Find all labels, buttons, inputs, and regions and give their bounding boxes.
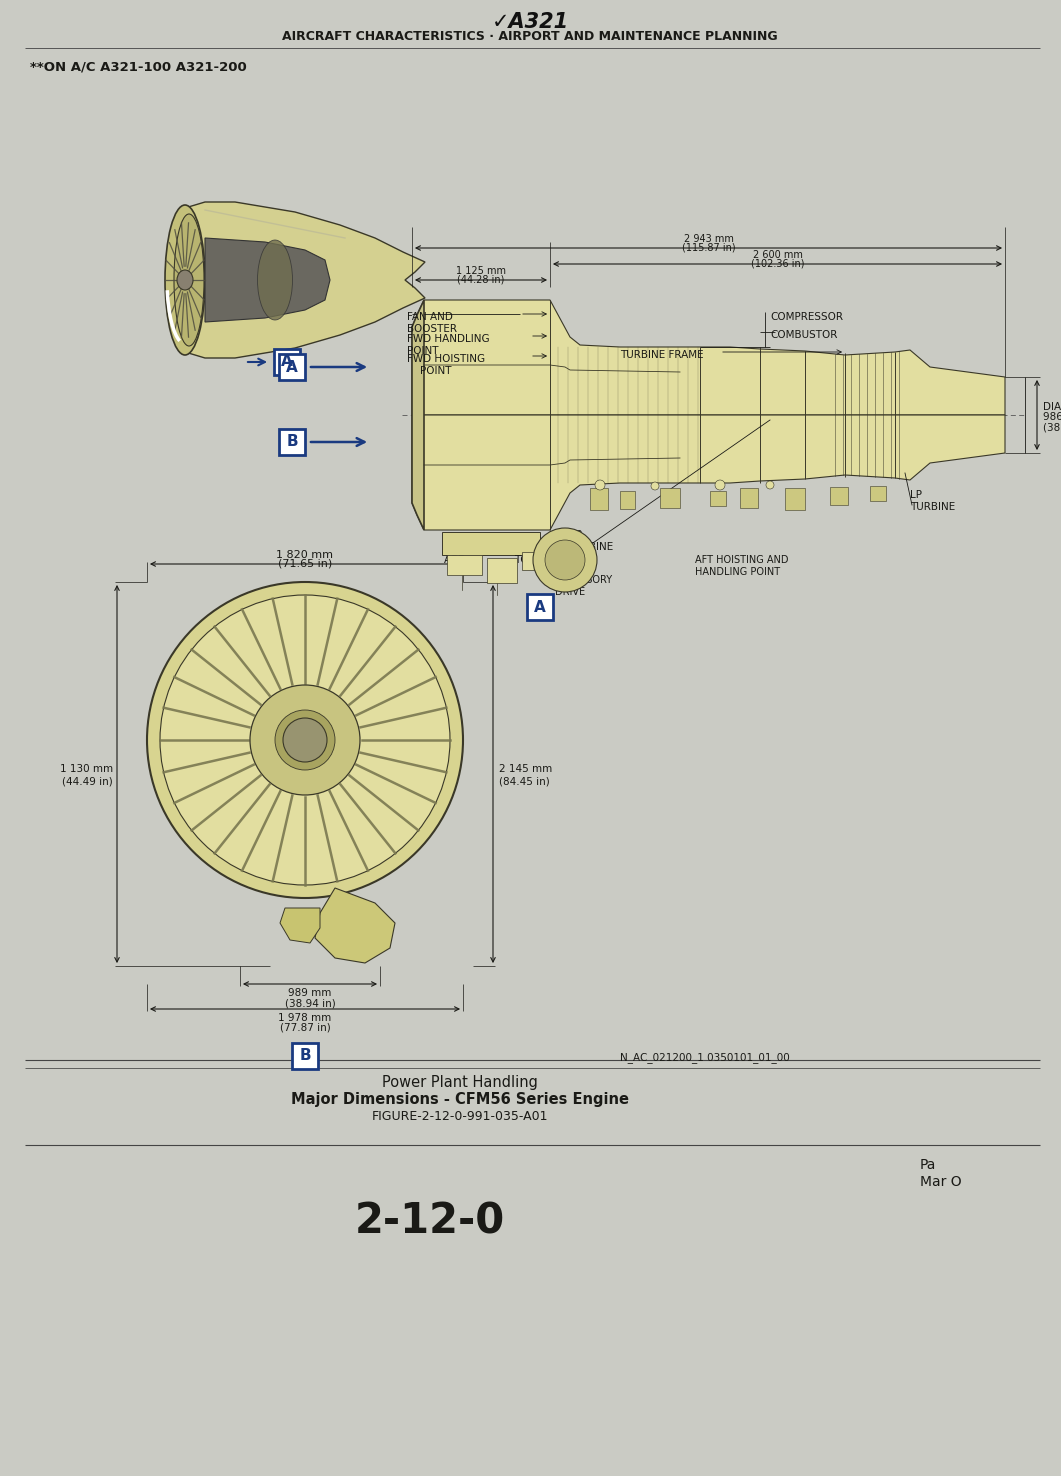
Circle shape — [545, 540, 585, 580]
Text: A: A — [286, 360, 298, 375]
Text: FIGURE-2-12-0-991-035-A01: FIGURE-2-12-0-991-035-A01 — [371, 1110, 549, 1123]
Text: AGB: AGB — [443, 555, 466, 565]
Polygon shape — [785, 489, 805, 511]
Text: A: A — [281, 354, 293, 369]
Text: DIA: DIA — [1043, 401, 1061, 412]
Text: LP
TURBINE: LP TURBINE — [910, 490, 955, 512]
FancyBboxPatch shape — [279, 430, 305, 455]
FancyBboxPatch shape — [292, 1044, 318, 1069]
Text: Pa: Pa — [920, 1159, 937, 1172]
Text: FWD HOISTING
    POINT: FWD HOISTING POINT — [407, 354, 485, 376]
Text: 2 600 mm: 2 600 mm — [752, 249, 802, 260]
Polygon shape — [710, 492, 726, 506]
Text: 1 130 mm: 1 130 mm — [59, 765, 114, 773]
Text: B: B — [286, 434, 298, 450]
Text: 2-12-0: 2-12-0 — [354, 1200, 505, 1241]
Text: (44.28 in): (44.28 in) — [457, 275, 505, 285]
Circle shape — [715, 480, 725, 490]
Circle shape — [147, 582, 463, 897]
Text: Major Dimensions - CFM56 Series Engine: Major Dimensions - CFM56 Series Engine — [291, 1092, 629, 1107]
Text: (38.94 in): (38.94 in) — [284, 998, 335, 1008]
Polygon shape — [280, 908, 320, 943]
Text: (115.87 in): (115.87 in) — [681, 244, 735, 252]
Text: (77.87 in): (77.87 in) — [280, 1023, 330, 1033]
Polygon shape — [590, 489, 608, 511]
Text: (84.45 in): (84.45 in) — [499, 776, 550, 787]
Polygon shape — [412, 415, 1005, 530]
Text: A: A — [534, 599, 545, 614]
Text: ✓A321: ✓A321 — [491, 12, 569, 32]
Polygon shape — [620, 492, 634, 509]
Text: FAN AND
BOOSTER: FAN AND BOOSTER — [407, 311, 457, 335]
Text: AIRCRAFT CHARACTERISTICS · AIRPORT AND MAINTENANCE PLANNING: AIRCRAFT CHARACTERISTICS · AIRPORT AND M… — [282, 30, 778, 43]
Circle shape — [766, 481, 775, 489]
FancyBboxPatch shape — [527, 593, 553, 620]
Polygon shape — [870, 486, 886, 500]
Text: COMPRESSOR: COMPRESSOR — [770, 311, 843, 322]
Text: (38.82 in): (38.82 in) — [1043, 422, 1061, 432]
Polygon shape — [315, 889, 395, 962]
Text: 2 145 mm: 2 145 mm — [499, 765, 552, 773]
Circle shape — [595, 480, 605, 490]
FancyBboxPatch shape — [279, 354, 305, 379]
Polygon shape — [412, 300, 1005, 415]
Text: Power Plant Handling: Power Plant Handling — [382, 1075, 538, 1089]
Circle shape — [275, 710, 335, 770]
Text: (102.36 in): (102.36 in) — [751, 258, 804, 269]
Text: (71.65 in): (71.65 in) — [278, 559, 332, 570]
Ellipse shape — [258, 241, 293, 320]
Polygon shape — [660, 489, 680, 508]
Polygon shape — [205, 238, 330, 322]
Polygon shape — [412, 300, 424, 530]
Text: Mar O: Mar O — [920, 1175, 961, 1190]
Polygon shape — [447, 555, 482, 576]
Text: TURBINE FRAME: TURBINE FRAME — [620, 350, 703, 360]
Ellipse shape — [177, 270, 193, 289]
Text: AFT HOISTING AND
HANDLING POINT: AFT HOISTING AND HANDLING POINT — [695, 555, 788, 577]
Text: (44.49 in): (44.49 in) — [63, 776, 114, 787]
Text: **ON A/C A321-100 A321-200: **ON A/C A321-100 A321-200 — [30, 61, 247, 72]
Circle shape — [651, 483, 659, 490]
Text: 1 820 mm: 1 820 mm — [277, 551, 333, 559]
Circle shape — [283, 717, 327, 762]
Polygon shape — [522, 552, 560, 570]
Text: COMBUSTOR: COMBUSTOR — [770, 331, 837, 339]
Text: ACCESSORY
DRIVE: ACCESSORY DRIVE — [555, 576, 613, 598]
FancyBboxPatch shape — [274, 348, 300, 375]
Polygon shape — [185, 202, 425, 359]
Circle shape — [160, 595, 450, 886]
Polygon shape — [830, 487, 848, 505]
Text: B: B — [299, 1048, 311, 1064]
Text: 1 125 mm: 1 125 mm — [456, 266, 506, 276]
Text: 989 mm: 989 mm — [289, 987, 332, 998]
Circle shape — [533, 528, 597, 592]
Text: 986 mm: 986 mm — [1043, 412, 1061, 422]
Polygon shape — [740, 489, 758, 508]
Text: TGB: TGB — [515, 555, 536, 565]
Text: 1 978 mm: 1 978 mm — [278, 1013, 332, 1023]
Circle shape — [250, 685, 360, 796]
Text: 2 943 mm: 2 943 mm — [683, 235, 733, 244]
Polygon shape — [442, 531, 540, 555]
Ellipse shape — [166, 205, 205, 356]
Text: FWD HANDLING
POINT: FWD HANDLING POINT — [407, 334, 489, 356]
Polygon shape — [487, 558, 517, 583]
Ellipse shape — [174, 214, 204, 345]
Text: HP
TURBINE: HP TURBINE — [568, 530, 613, 552]
Text: N_AC_021200_1 0350101_01_00: N_AC_021200_1 0350101_01_00 — [621, 1052, 790, 1063]
